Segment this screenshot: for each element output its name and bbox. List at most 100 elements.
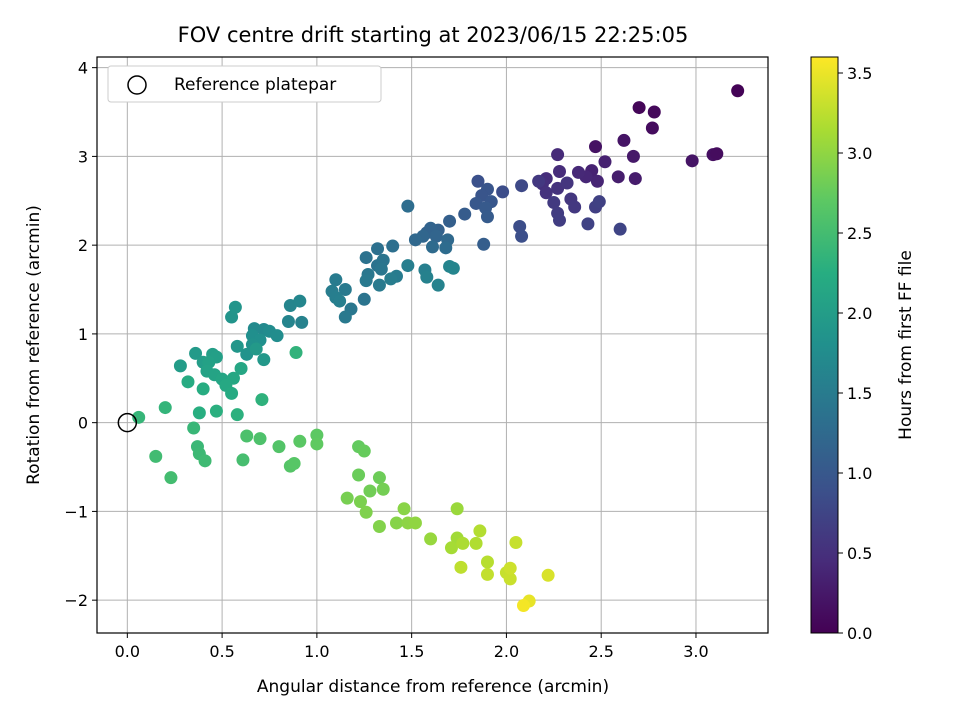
data-point — [225, 310, 239, 324]
data-point — [617, 133, 631, 147]
data-point — [446, 261, 460, 275]
data-point — [338, 310, 352, 324]
data-point — [359, 505, 373, 519]
data-point — [503, 572, 517, 586]
x-tick-label: 2.5 — [588, 642, 613, 661]
data-point — [386, 239, 400, 253]
data-point — [158, 401, 172, 415]
data-point — [333, 294, 347, 308]
data-point — [374, 262, 388, 276]
data-point — [551, 181, 565, 195]
data-point — [590, 174, 604, 188]
data-point — [496, 185, 510, 199]
y-tick-label: −2 — [64, 591, 88, 610]
data-point — [710, 147, 724, 161]
data-point — [503, 561, 517, 575]
data-point — [401, 199, 415, 213]
data-point — [541, 568, 555, 582]
legend-box — [107, 65, 382, 103]
data-point — [401, 259, 415, 273]
data-point — [338, 283, 352, 297]
data-point — [209, 404, 223, 418]
data-point — [293, 434, 307, 448]
data-point — [249, 342, 263, 356]
colorbar-tick-label: 2.0 — [847, 304, 872, 323]
data-point — [477, 237, 491, 251]
data-point — [240, 429, 254, 443]
data-point — [456, 536, 470, 550]
data-point — [257, 353, 271, 367]
data-point — [371, 242, 385, 256]
data-point — [295, 315, 309, 329]
data-point — [571, 165, 585, 179]
y-tick-label: 1 — [78, 325, 88, 344]
data-point — [253, 432, 267, 446]
data-point — [289, 346, 303, 360]
data-point — [509, 535, 523, 549]
data-point — [439, 241, 453, 255]
y-axis-label: Rotation from reference (arcmin) — [24, 205, 44, 485]
data-point — [372, 278, 386, 292]
data-point — [384, 272, 398, 286]
legend: Reference platepar — [107, 65, 382, 103]
data-point — [164, 471, 178, 485]
data-point — [397, 502, 411, 516]
data-point — [192, 406, 206, 420]
data-point — [613, 222, 627, 236]
data-point — [376, 482, 390, 496]
data-point — [363, 484, 377, 498]
data-point — [581, 217, 595, 231]
data-point — [329, 273, 343, 287]
data-point — [187, 421, 201, 435]
data-point — [626, 149, 640, 163]
colorbar-tick-label: 0.0 — [847, 624, 872, 643]
data-point — [173, 359, 187, 373]
y-tick-label: 3 — [78, 147, 88, 166]
colorbar-tick-label: 1.0 — [847, 464, 872, 483]
data-point — [281, 314, 295, 328]
data-point — [552, 213, 566, 227]
x-tick-label: 1.5 — [399, 642, 424, 661]
data-point — [353, 495, 367, 509]
colorbar-label: Hours from first FF file — [896, 250, 916, 440]
data-point — [589, 140, 603, 154]
data-point — [431, 278, 445, 292]
data-points — [132, 84, 745, 612]
data-point — [443, 214, 457, 228]
x-tick-label: 0.0 — [115, 642, 140, 661]
y-tick-label: 4 — [78, 59, 88, 78]
data-point — [236, 453, 250, 467]
data-point — [228, 300, 242, 314]
data-point — [598, 155, 612, 169]
data-point — [645, 121, 659, 135]
data-point — [225, 386, 239, 400]
data-point — [372, 471, 386, 485]
data-point — [189, 346, 203, 360]
data-point — [473, 524, 487, 538]
colorbar-tick-label: 2.5 — [847, 224, 872, 243]
data-point — [426, 240, 439, 254]
data-point — [198, 454, 212, 468]
data-point — [552, 164, 566, 178]
data-point — [149, 449, 163, 463]
data-point — [515, 179, 529, 193]
data-point — [532, 174, 546, 188]
data-point — [480, 555, 494, 569]
plot-frame — [96, 56, 769, 634]
grid-lines — [97, 57, 768, 633]
data-point — [592, 195, 606, 209]
x-tick-label: 2.0 — [494, 642, 519, 661]
legend-marker — [127, 75, 147, 95]
data-point — [458, 207, 472, 221]
data-point — [340, 491, 354, 505]
data-point — [357, 292, 371, 306]
data-point — [469, 536, 483, 550]
y-tick-label: 2 — [78, 236, 88, 255]
reference-marker — [117, 412, 138, 433]
data-point — [454, 560, 468, 574]
data-point — [551, 148, 565, 162]
data-point — [516, 598, 530, 612]
legend-label: Reference platepar — [174, 75, 336, 95]
y-tick-label: 0 — [78, 414, 88, 433]
